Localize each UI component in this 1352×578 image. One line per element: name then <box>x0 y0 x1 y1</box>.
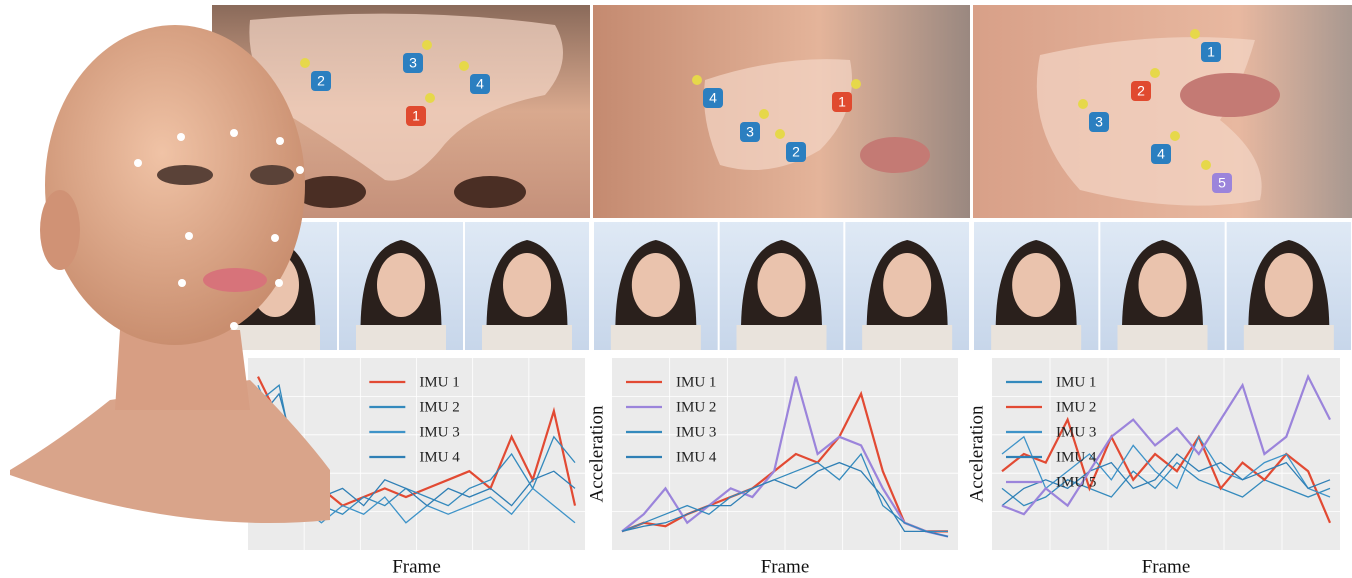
legend-label: IMU 5 <box>1056 474 1096 490</box>
imu-sensor <box>851 79 861 89</box>
legend-label: IMU 2 <box>419 399 459 415</box>
imu-sensor <box>692 75 702 85</box>
face <box>377 253 425 317</box>
legend-label: IMU 3 <box>1056 424 1096 440</box>
imu-sensor <box>300 58 310 68</box>
y-axis-label: Acceleration <box>966 405 987 503</box>
imu-sensor <box>422 40 432 50</box>
imu-sensor <box>425 93 435 103</box>
lips <box>1180 73 1280 117</box>
face <box>1012 253 1060 317</box>
badge-label: 1 <box>412 108 420 124</box>
eye <box>250 165 294 185</box>
badge-label: 4 <box>1157 146 1165 162</box>
shirt <box>356 325 446 350</box>
legend-label: IMU 1 <box>1056 374 1096 390</box>
shirt <box>737 325 827 350</box>
ear <box>40 190 80 270</box>
legend-label: IMU 4 <box>1056 449 1097 465</box>
badge-label: 2 <box>792 144 800 160</box>
legend-label: IMU 1 <box>419 374 459 390</box>
legend-label: IMU 2 <box>676 399 716 415</box>
imu-sensor <box>459 61 469 71</box>
skull <box>45 25 305 345</box>
face <box>632 253 680 317</box>
x-axis-label: Frame <box>761 556 810 577</box>
eye <box>454 176 526 208</box>
badge-label: 3 <box>1095 114 1103 130</box>
badge-label: 2 <box>1137 83 1145 99</box>
badge-label: 4 <box>476 76 484 92</box>
face <box>1265 253 1313 317</box>
shirt <box>482 325 572 350</box>
legend-label: IMU 4 <box>419 449 460 465</box>
shirt <box>611 325 701 350</box>
x-axis-label: Frame <box>1142 556 1191 577</box>
badge-label: 2 <box>317 73 325 89</box>
imu-sensor <box>1201 160 1211 170</box>
badge-label: 1 <box>838 94 846 110</box>
lips <box>203 268 267 292</box>
shirt <box>1244 325 1334 350</box>
badge-label: 5 <box>1218 175 1226 191</box>
face <box>883 253 931 317</box>
x-axis-label: Frame <box>392 556 441 577</box>
head-model <box>10 25 330 523</box>
legend-label: IMU 4 <box>676 449 717 465</box>
legend-label: IMU 3 <box>419 424 459 440</box>
badge-label: 1 <box>1207 44 1215 60</box>
imu-sensor <box>1078 99 1088 109</box>
legend-label: IMU 1 <box>676 374 716 390</box>
page: {"panels": [ {"badges": [{"label": "2", … <box>0 0 1352 578</box>
charts: Frame IMU 1 IMU 2 IMU 3 IMU 4 Frame Accelerati… <box>248 358 1340 577</box>
line-chart: Frame Acceleration IMU 1 IMU 2 IMU 3 IMU 4 <box>586 358 958 577</box>
imu-sensor <box>1190 29 1200 39</box>
y-axis-label: Acceleration <box>586 405 607 503</box>
face <box>503 253 551 317</box>
imu-sensor <box>1150 68 1160 78</box>
imu-sensor <box>1170 131 1180 141</box>
legend-label: IMU 3 <box>676 424 716 440</box>
badge-label: 4 <box>709 90 717 106</box>
shirt <box>862 325 952 350</box>
lips <box>860 137 930 173</box>
shirt <box>1118 325 1208 350</box>
shirt <box>991 325 1081 350</box>
badge-label: 3 <box>409 55 417 71</box>
imu-sensor <box>759 109 769 119</box>
line-chart: Frame Acceleration IMU 1 IMU 2 IMU 3 IMU 4 IMU… <box>966 358 1340 577</box>
imu-sensor <box>775 129 785 139</box>
face <box>758 253 806 317</box>
photo-panels <box>212 5 1352 218</box>
shirt <box>230 325 320 350</box>
face <box>1139 253 1187 317</box>
eye <box>157 165 213 185</box>
video-frames <box>213 222 1351 350</box>
figure: Frame IMU 1 IMU 2 IMU 3 IMU 4 Frame Accelerati… <box>0 0 1352 578</box>
legend-label: IMU 2 <box>1056 399 1096 415</box>
badge-label: 3 <box>746 124 754 140</box>
